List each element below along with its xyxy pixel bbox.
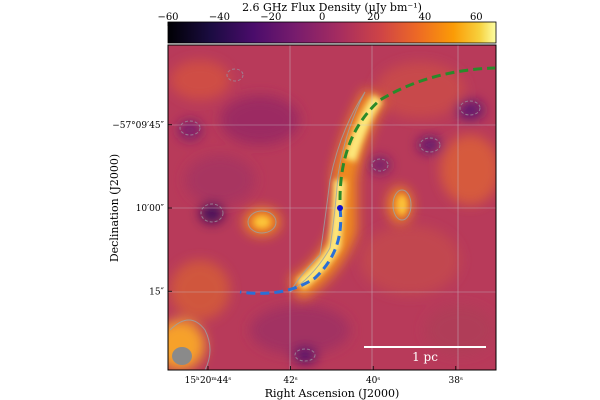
beam-ellipse [172,347,192,365]
y-axis-label: Declination (J2000) [108,154,121,262]
colorbar [167,21,497,44]
colorbar-title: 2.6 GHz Flux Density (μJy bm⁻¹) [242,1,422,14]
y-tick-label: 15″ [149,287,164,297]
scale-bar-label: 1 pc [412,350,438,364]
colorbar-tick-label: 0 [319,12,325,23]
x-tick-label: 38ˢ [449,376,463,386]
colorbar-tick-label: −60 [157,12,178,23]
colorbar-tick-label: 40 [419,12,432,23]
colorbar-tick-label: 60 [470,12,483,23]
x-tick-label: 15ʰ20ᵐ44ˢ [185,376,232,386]
x-tick-label: 40ˢ [366,376,380,386]
y-tick-label: −57°09′45″ [112,121,164,131]
y-tick-label: 10′00″ [136,204,165,214]
pulsar-position [337,205,343,211]
x-tick-label: 42ˢ [283,376,297,386]
colorbar-tick-label: 20 [367,12,380,23]
x-axis-label: Right Ascension (J2000) [265,387,400,400]
x-tick-labels: 15ʰ20ᵐ44ˢ 42ˢ 40ˢ 38ˢ [185,366,463,386]
coordinate-grid [168,45,496,370]
blue-arc [239,207,343,295]
flux-map [168,45,496,370]
colorbar-tick-label: −40 [209,12,230,23]
y-tick-labels: −57°09′45″ 10′00″ 15″ [112,121,172,297]
colorbar-tick-label: −20 [260,12,281,23]
